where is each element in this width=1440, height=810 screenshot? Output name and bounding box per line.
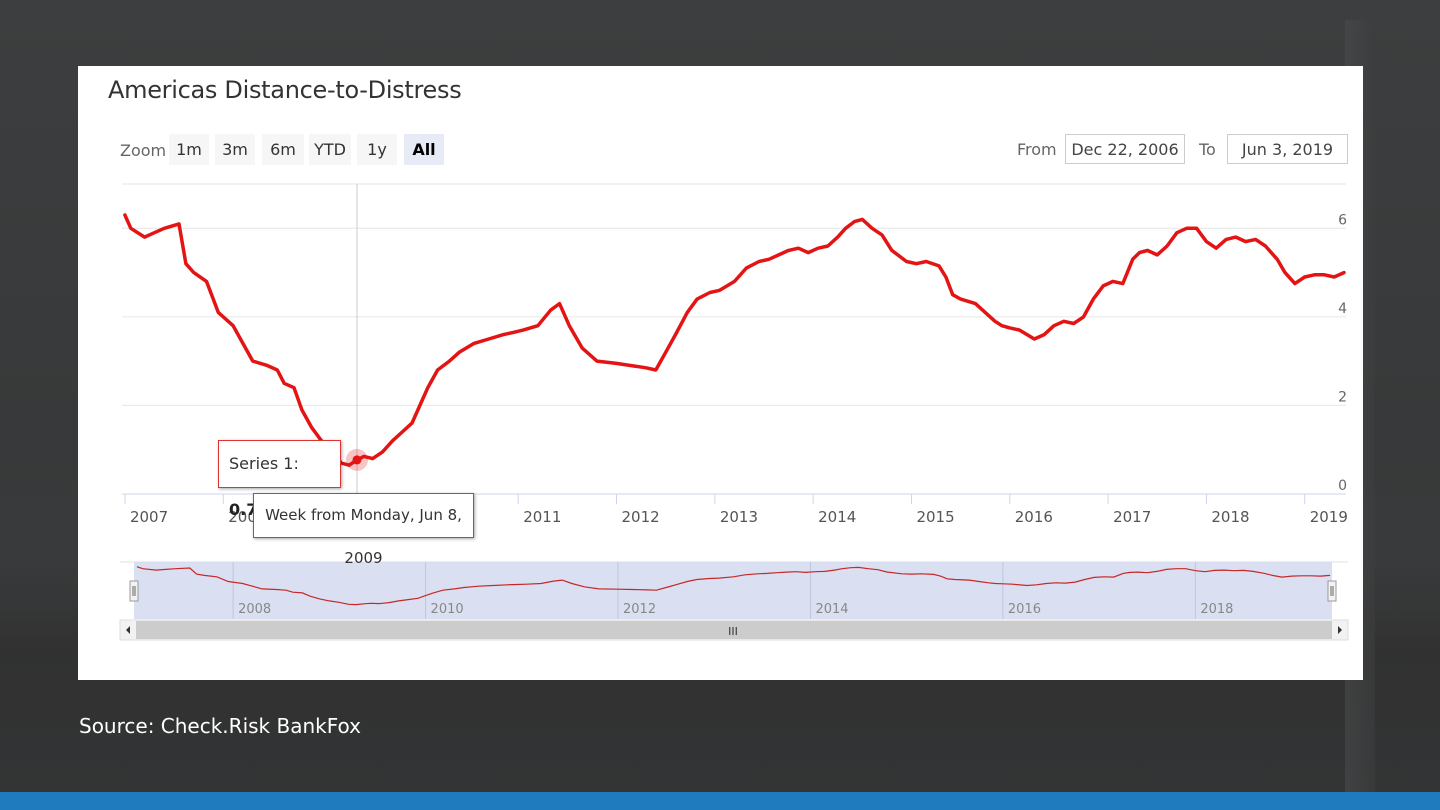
range-to-input[interactable]: Jun 3, 2019 [1227, 134, 1348, 164]
x-tick-label: 2012 [622, 508, 660, 526]
x-tick-label: 2011 [523, 508, 561, 526]
chart-svg: 0246200720082009201020112012201320142015… [119, 183, 1349, 641]
series-tooltip: Series 1: 0.77 [218, 440, 341, 519]
scroll-left-arrow-icon [126, 626, 130, 634]
zoom-ytd-button[interactable]: YTD [309, 134, 351, 165]
range-to-label: To [1199, 140, 1216, 159]
navigator-tick-label: 2012 [623, 602, 656, 617]
y-tick-label: 2 [1338, 389, 1347, 405]
tooltip-series-label: Series 1 [229, 454, 294, 473]
x-tick-label: 2018 [1211, 508, 1249, 526]
series-line [123, 213, 1346, 467]
scrollbar-thumb [136, 621, 1332, 639]
range-from-label: From [1017, 140, 1057, 159]
navigator-mask [134, 562, 1332, 619]
y-tick-label: 4 [1338, 301, 1347, 317]
navigator-tick-label: 2008 [238, 602, 271, 617]
y-tick-label: 0 [1338, 478, 1347, 494]
x-tick-label: 2013 [720, 508, 758, 526]
navigator-series-line [136, 566, 1331, 606]
x-tick-label: 2015 [916, 508, 954, 526]
chart-panel: Americas Distance-to-Distress Zoom 1m 3m… [78, 66, 1363, 680]
navigator-right-handle [1327, 580, 1337, 602]
x-tick-label: 2016 [1015, 508, 1053, 526]
navigator-left-handle [129, 580, 139, 602]
source-note: Source: Check.Risk BankFox [79, 714, 361, 738]
x-tick-label: 2014 [818, 508, 856, 526]
x-tick-label: 2007 [130, 508, 168, 526]
navigator-tick-label: 2018 [1200, 602, 1233, 617]
scrollbar-grip: III [728, 625, 738, 638]
zoom-all-button[interactable]: All [404, 134, 444, 165]
date-tooltip: Week from Monday, Jun 8, 2009 [253, 493, 474, 567]
zoom-6m-button[interactable]: 6m [262, 134, 304, 165]
zoom-1m-button[interactable]: 1m [169, 134, 209, 165]
y-tick-label: 6 [1338, 212, 1347, 228]
navigator-tick-label: 2010 [431, 602, 464, 617]
x-tick-label: 2019 [1310, 508, 1348, 526]
zoom-3m-button[interactable]: 3m [215, 134, 255, 165]
navigator-tick-label: 2014 [815, 602, 848, 617]
x-tick-label: 2017 [1113, 508, 1151, 526]
chart-title: Americas Distance-to-Distress [108, 76, 462, 104]
navigator-tick-label: 2016 [1008, 602, 1041, 617]
hover-point [352, 455, 362, 465]
zoom-label: Zoom [120, 141, 167, 160]
accent-bar [0, 792, 1440, 810]
zoom-1y-button[interactable]: 1y [357, 134, 397, 165]
range-from-input[interactable]: Dec 22, 2006 [1065, 134, 1185, 164]
scroll-right-arrow-icon [1338, 626, 1342, 634]
